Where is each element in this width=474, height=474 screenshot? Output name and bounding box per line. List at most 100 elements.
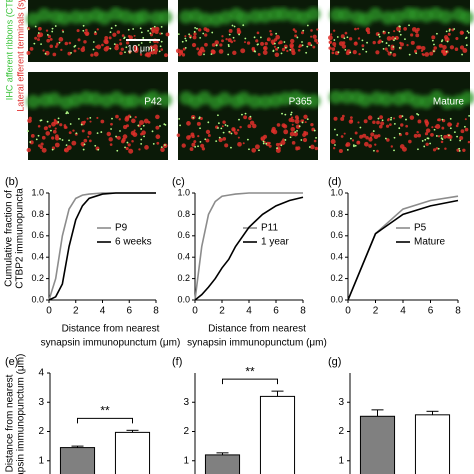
terminal (134, 116, 137, 119)
hair-cell (236, 91, 251, 106)
ribbon (94, 144, 97, 147)
ribbon (111, 117, 113, 120)
terminal (352, 50, 357, 55)
terminal (204, 33, 208, 37)
x-tick-label: 6 (273, 306, 279, 317)
terminal (45, 29, 49, 32)
terminal (283, 44, 288, 49)
terminal (240, 48, 246, 54)
terminal (156, 40, 159, 44)
ribbon (192, 116, 195, 119)
terminal (155, 134, 161, 140)
ribbon (465, 44, 468, 47)
ribbon (404, 38, 406, 41)
terminal (52, 52, 57, 57)
terminal (58, 37, 64, 42)
terminal (83, 40, 87, 44)
y-tick-label: 3 (38, 397, 44, 408)
line-series (194, 196, 304, 301)
terminal (260, 41, 264, 46)
terminal (413, 133, 418, 138)
hair-cell (97, 11, 112, 26)
terminal (386, 36, 392, 41)
terminal (421, 52, 424, 56)
ribbon (140, 31, 143, 34)
ribbon (301, 41, 303, 43)
terminal (353, 41, 358, 46)
ribbon (224, 124, 227, 126)
terminal (237, 136, 240, 139)
terminal (89, 139, 92, 143)
terminal (54, 127, 57, 130)
hair-cell (26, 94, 41, 109)
terminal (273, 45, 276, 48)
ribbon (124, 146, 126, 149)
terminal (396, 26, 401, 32)
ribbon (273, 42, 276, 45)
terminal (330, 139, 336, 145)
ribbon (300, 139, 303, 141)
terminal (156, 141, 160, 145)
hair-cell (198, 12, 213, 27)
terminal (348, 119, 354, 124)
y-tick-label: 0.2 (31, 273, 44, 283)
ribbon (149, 32, 152, 35)
ribbon (159, 45, 162, 48)
ribbon (73, 45, 76, 48)
terminal (87, 130, 92, 135)
terminal (364, 141, 369, 147)
ribbon (94, 31, 97, 33)
terminal (270, 128, 276, 134)
terminal (189, 147, 194, 152)
terminal (165, 32, 170, 37)
terminal (237, 141, 242, 147)
ribbon (44, 52, 47, 55)
cells (329, 6, 474, 27)
ribbon (272, 50, 275, 53)
hair-cell (146, 90, 161, 105)
charts: (b) 0.0 0.2 0.4 0.6 0.8 1.0 0 2 4 6 8 P9 6 weeks Cumul… (4, 176, 461, 474)
image-label: P42 (144, 97, 162, 108)
terminal (269, 29, 272, 33)
terminal (131, 118, 136, 124)
terminal (387, 117, 390, 121)
terminal (370, 132, 375, 137)
terminal (424, 132, 429, 136)
terminal (331, 47, 336, 51)
terminal (54, 142, 60, 148)
ribbon (232, 36, 235, 39)
terminal (459, 135, 464, 141)
terminal (196, 121, 201, 126)
ribbon (184, 37, 187, 40)
ribbon (139, 27, 142, 30)
ribbon (417, 113, 420, 116)
terminal (429, 51, 434, 56)
ribbon (242, 24, 245, 27)
terminal (431, 35, 436, 40)
terminal (380, 121, 385, 126)
terminal (202, 49, 206, 53)
ribbon (298, 125, 301, 128)
ribbon (344, 48, 347, 51)
terminal (385, 124, 390, 128)
terminal (376, 149, 379, 153)
side-label: Lateral efferent terminals (synapsin) (15, 0, 25, 112)
ribbon (82, 24, 85, 27)
terminal (425, 124, 429, 127)
y-tick-label: 0.6 (31, 230, 44, 240)
ribbon (313, 129, 316, 132)
ribbon (343, 37, 346, 40)
terminal (40, 142, 44, 146)
terminal (399, 144, 405, 149)
terminal (34, 36, 38, 40)
ribbon (179, 124, 181, 127)
bar (114, 431, 151, 474)
ribbon (54, 25, 57, 27)
cells (179, 90, 321, 110)
ribbon (306, 45, 309, 48)
ribbon (465, 37, 467, 40)
terminal (361, 44, 365, 48)
terminal (333, 116, 338, 121)
terminal (357, 121, 360, 124)
ribbon (147, 29, 150, 32)
